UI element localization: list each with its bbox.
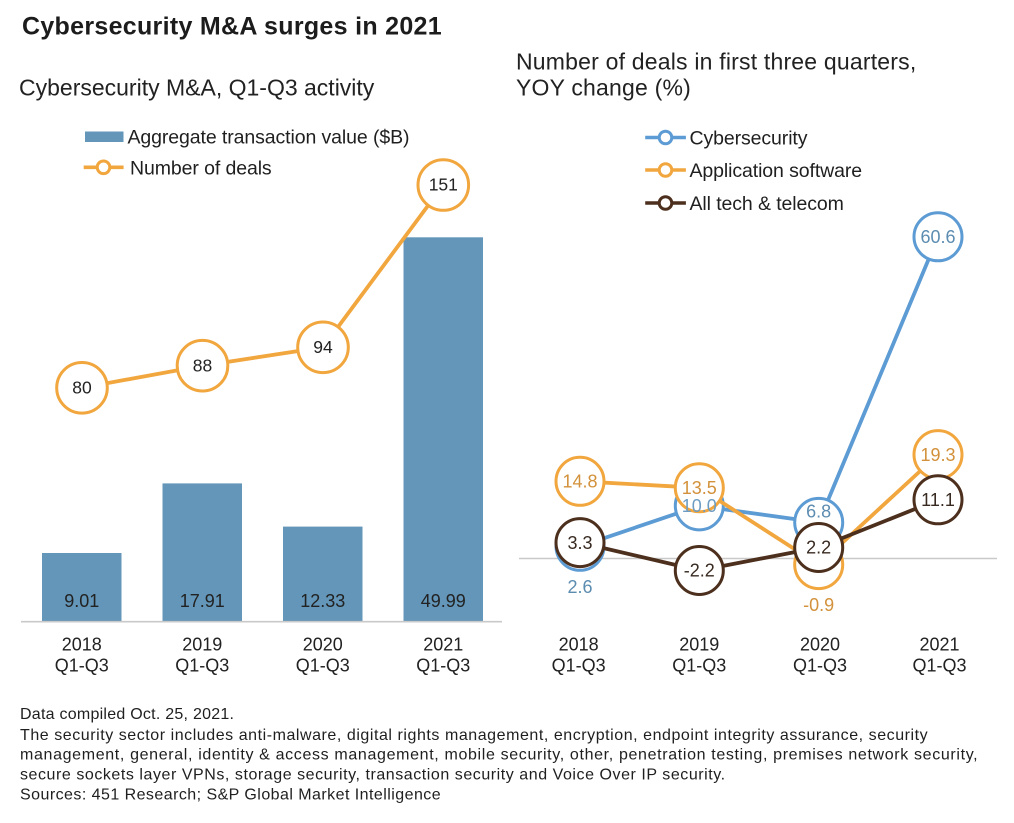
svg-text:151: 151 — [429, 175, 458, 195]
svg-text:6.8: 6.8 — [806, 502, 831, 522]
svg-text:Application software: Application software — [690, 160, 863, 182]
svg-text:13.5: 13.5 — [682, 478, 717, 498]
svg-text:The security sector includes a: The security sector includes anti-malwar… — [20, 727, 928, 744]
svg-text:Q1-Q3: Q1-Q3 — [55, 656, 109, 676]
svg-text:All tech & telecom: All tech & telecom — [690, 193, 844, 215]
svg-text:19.3: 19.3 — [920, 445, 955, 465]
svg-text:Cybersecurity: Cybersecurity — [690, 128, 808, 150]
svg-text:2.2: 2.2 — [806, 538, 831, 558]
svg-text:2018: 2018 — [62, 635, 102, 655]
svg-text:17.91: 17.91 — [180, 591, 225, 611]
svg-text:YOY change (%): YOY change (%) — [516, 75, 691, 101]
svg-text:88: 88 — [193, 356, 212, 376]
svg-text:-2.2: -2.2 — [684, 561, 715, 581]
svg-text:management, general, identity: management, general, identity & access m… — [20, 747, 978, 764]
svg-text:Q1-Q3: Q1-Q3 — [912, 656, 966, 676]
svg-text:Sources: 451 Research; S&P Glo: Sources: 451 Research; S&P Global Market… — [20, 787, 441, 804]
svg-text:94: 94 — [313, 337, 333, 357]
svg-text:Number of deals: Number of deals — [130, 157, 272, 179]
svg-text:Q1-Q3: Q1-Q3 — [793, 656, 847, 676]
svg-text:80: 80 — [72, 378, 92, 398]
svg-text:2018: 2018 — [559, 635, 599, 655]
svg-text:2021: 2021 — [423, 635, 463, 655]
svg-text:2019: 2019 — [182, 635, 222, 655]
svg-text:-0.9: -0.9 — [803, 595, 834, 615]
svg-text:11.1: 11.1 — [921, 490, 955, 510]
svg-text:14.8: 14.8 — [562, 472, 597, 492]
svg-text:Q1-Q3: Q1-Q3 — [296, 656, 350, 676]
svg-text:10.0: 10.0 — [682, 496, 717, 516]
svg-text:9.01: 9.01 — [64, 591, 99, 611]
svg-text:Q1-Q3: Q1-Q3 — [672, 656, 726, 676]
svg-text:Cybersecurity M&A, Q1-Q3 activ: Cybersecurity M&A, Q1-Q3 activity — [19, 75, 375, 101]
svg-text:2021: 2021 — [919, 635, 959, 655]
svg-text:Number of deals in first three: Number of deals in first three quarters, — [516, 49, 916, 75]
svg-text:2020: 2020 — [303, 635, 343, 655]
svg-text:Q1-Q3: Q1-Q3 — [416, 656, 470, 676]
svg-text:2019: 2019 — [679, 635, 719, 655]
svg-text:Cybersecurity M&A surges in 20: Cybersecurity M&A surges in 2021 — [22, 13, 442, 41]
svg-text:60.6: 60.6 — [920, 227, 955, 247]
svg-text:Q1-Q3: Q1-Q3 — [552, 656, 606, 676]
svg-text:2020: 2020 — [800, 635, 840, 655]
svg-text:12.33: 12.33 — [300, 591, 345, 611]
svg-text:Q1-Q3: Q1-Q3 — [175, 656, 229, 676]
svg-text:secure sockets layer VPNs, sto: secure sockets layer VPNs, storage secur… — [20, 767, 726, 784]
svg-text:49.99: 49.99 — [421, 591, 466, 611]
svg-text:Data compiled Oct. 25, 2021.: Data compiled Oct. 25, 2021. — [20, 706, 234, 723]
svg-text:Aggregate transaction value ($: Aggregate transaction value ($B) — [128, 127, 410, 149]
svg-text:3.3: 3.3 — [567, 533, 592, 553]
svg-text:2.6: 2.6 — [567, 577, 592, 597]
